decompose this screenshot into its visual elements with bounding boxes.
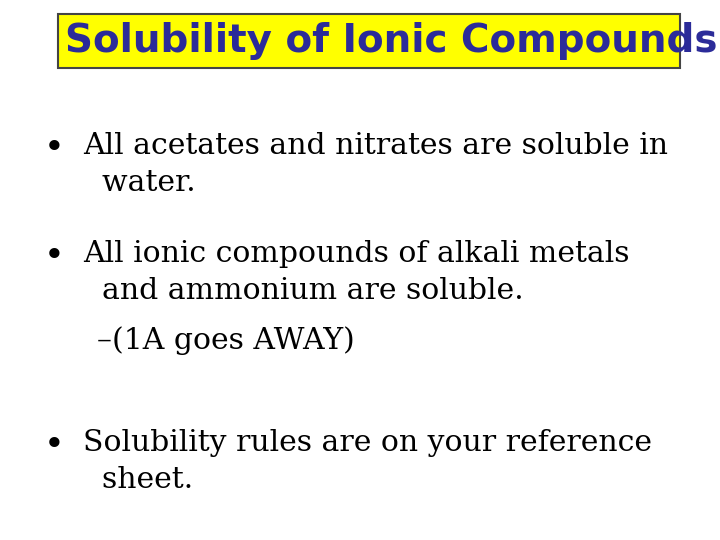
- Text: –(1A goes AWAY): –(1A goes AWAY): [97, 327, 355, 355]
- Text: All ionic compounds of alkali metals
  and ammonium are soluble.: All ionic compounds of alkali metals and…: [83, 240, 629, 305]
- Text: •: •: [44, 429, 64, 463]
- Text: •: •: [44, 240, 64, 274]
- Text: •: •: [44, 132, 64, 166]
- Text: Solubility of Ionic Compounds: Solubility of Ionic Compounds: [65, 22, 717, 60]
- Text: Solubility rules are on your reference
  sheet.: Solubility rules are on your reference s…: [83, 429, 652, 494]
- Text: All acetates and nitrates are soluble in
  water.: All acetates and nitrates are soluble in…: [83, 132, 668, 197]
- FancyBboxPatch shape: [58, 14, 680, 68]
